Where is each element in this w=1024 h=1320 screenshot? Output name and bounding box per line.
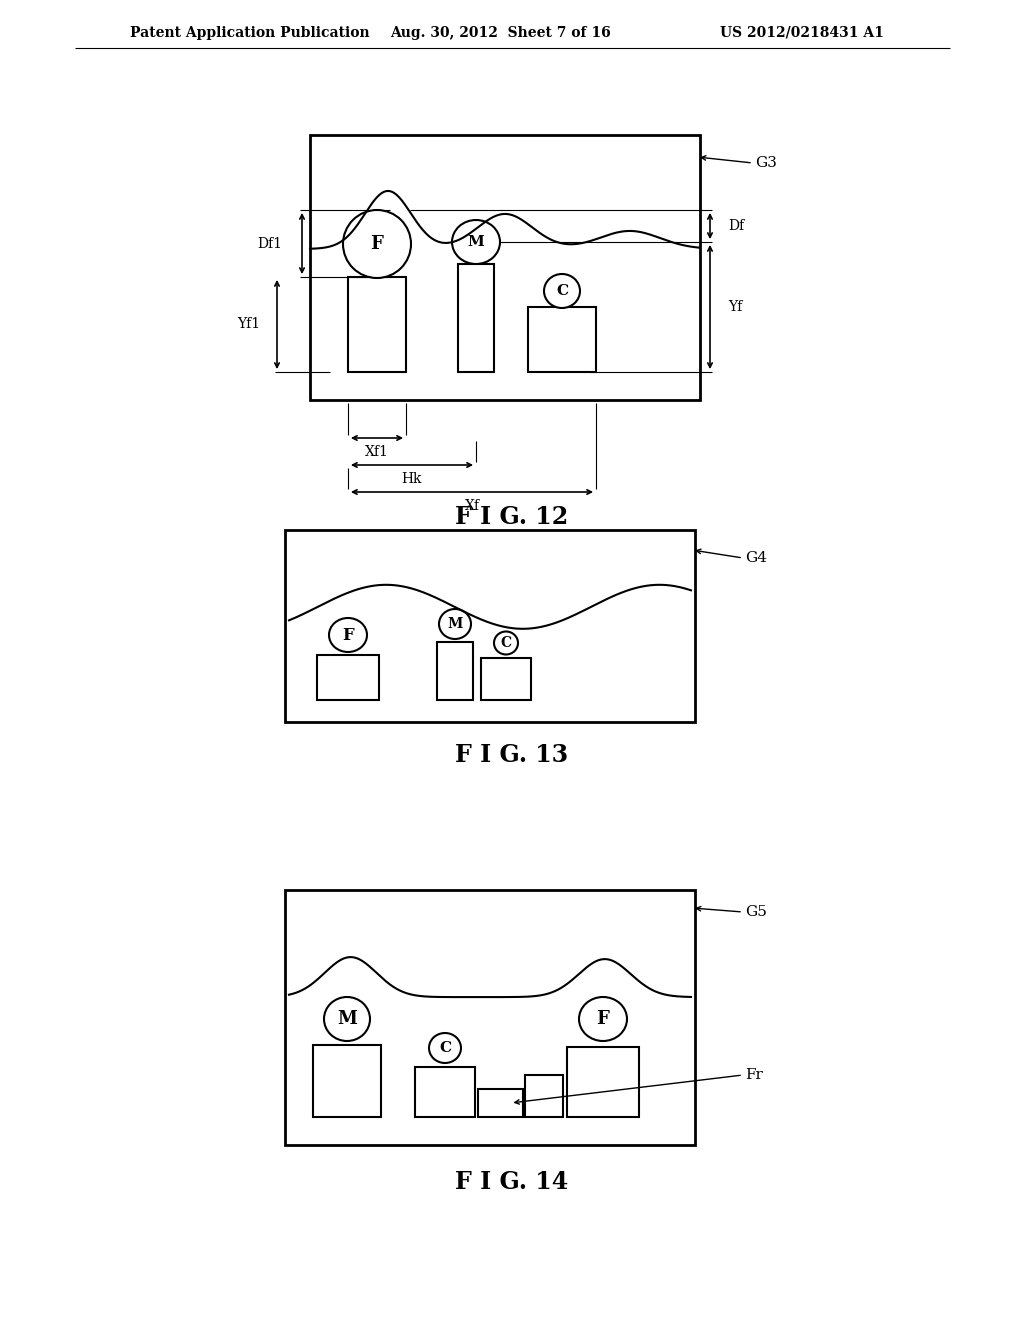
- Ellipse shape: [579, 997, 627, 1041]
- Text: F: F: [597, 1010, 609, 1028]
- Text: M: M: [468, 235, 484, 249]
- Text: Df1: Df1: [257, 236, 282, 251]
- Bar: [285, 531, 695, 722]
- Bar: [525, 1074, 563, 1117]
- Bar: [348, 277, 406, 372]
- Bar: [437, 642, 473, 700]
- Text: F: F: [342, 627, 354, 644]
- Bar: [481, 657, 531, 700]
- Text: F I G. 12: F I G. 12: [456, 506, 568, 529]
- Text: F I G. 13: F I G. 13: [456, 743, 568, 767]
- Bar: [458, 264, 494, 372]
- Text: G3: G3: [755, 156, 777, 170]
- Text: Xf: Xf: [465, 499, 479, 513]
- Bar: [285, 890, 695, 1144]
- Bar: [310, 135, 700, 400]
- Text: G4: G4: [745, 550, 767, 565]
- Ellipse shape: [343, 210, 411, 279]
- Text: Hk: Hk: [401, 473, 422, 486]
- Text: US 2012/0218431 A1: US 2012/0218431 A1: [720, 26, 884, 40]
- Text: Aug. 30, 2012  Sheet 7 of 16: Aug. 30, 2012 Sheet 7 of 16: [390, 26, 610, 40]
- Text: F I G. 14: F I G. 14: [456, 1170, 568, 1195]
- Ellipse shape: [329, 618, 367, 652]
- Bar: [415, 1067, 475, 1117]
- Text: Yf1: Yf1: [237, 318, 260, 331]
- Text: M: M: [447, 616, 463, 631]
- Text: G5: G5: [745, 906, 767, 919]
- Ellipse shape: [494, 631, 518, 655]
- Bar: [567, 1047, 639, 1117]
- Ellipse shape: [452, 220, 500, 264]
- Text: C: C: [556, 284, 568, 298]
- Text: M: M: [337, 1010, 357, 1028]
- Text: C: C: [501, 636, 512, 649]
- Ellipse shape: [439, 609, 471, 639]
- Text: Patent Application Publication: Patent Application Publication: [130, 26, 370, 40]
- Text: C: C: [439, 1041, 451, 1055]
- Text: Yf: Yf: [728, 300, 742, 314]
- Bar: [317, 655, 379, 700]
- Text: F: F: [371, 235, 383, 253]
- Ellipse shape: [324, 997, 370, 1041]
- Text: Fr: Fr: [745, 1068, 763, 1082]
- Text: Df: Df: [728, 219, 744, 234]
- Bar: [528, 308, 596, 372]
- Bar: [313, 1045, 381, 1117]
- Bar: [478, 1089, 523, 1117]
- Ellipse shape: [544, 275, 580, 308]
- Text: Xf1: Xf1: [366, 445, 389, 459]
- Ellipse shape: [429, 1034, 461, 1063]
